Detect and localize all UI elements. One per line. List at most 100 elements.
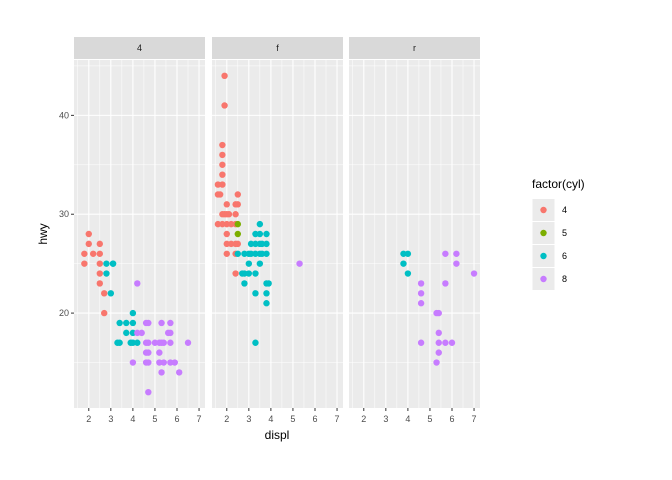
data-point [184,339,192,346]
panel-background [212,60,343,408]
facet-strip-label: r [413,43,416,53]
data-point [223,240,230,248]
data-point [435,309,442,317]
data-point [256,220,264,228]
data-point [256,230,264,238]
data-point [404,270,412,277]
legend-label: 8 [562,274,567,284]
data-point [156,359,163,366]
y-tick-label: 20 [59,308,69,318]
facet-strip [212,37,343,59]
data-point [85,230,92,238]
data-point [241,280,248,287]
data-point [109,260,117,267]
data-point [258,250,266,257]
x-tick-label: 6 [312,414,317,424]
data-point [448,339,456,346]
data-point [417,300,425,307]
legend-label: 4 [562,205,567,215]
data-point [219,171,226,178]
facet-strip [349,37,480,59]
data-point [145,339,152,346]
data-point [417,339,425,346]
data-point [151,339,159,346]
x-tick-label: 4 [268,414,273,424]
data-point [252,270,259,277]
data-point [453,260,460,267]
data-point [116,339,123,346]
data-point [234,201,242,208]
data-point [252,339,259,346]
facet-strip-label: f [276,43,279,53]
x-tick-label: 7 [335,414,340,424]
legend-key-dot [540,229,547,237]
legend-key-dot [540,252,547,260]
x-tick-label: 4 [405,414,410,424]
data-point [442,250,449,257]
x-tick-label: 6 [174,414,179,424]
panel-background [74,60,205,408]
data-point [103,260,110,267]
legend-label: 6 [562,251,567,261]
data-point [85,240,92,248]
data-point [265,280,272,287]
data-point [232,270,239,277]
data-point [263,300,270,307]
data-point [400,260,407,267]
x-tick-label: 5 [152,414,157,424]
data-point [129,319,137,327]
data-point [245,270,253,277]
data-point [258,240,266,248]
data-point [167,339,174,346]
data-point [442,339,449,346]
data-point [145,349,152,356]
x-tick-label: 5 [427,414,432,424]
data-point [223,220,230,228]
x-tick-label: 3 [246,414,251,424]
x-tick-label: 7 [472,414,477,424]
data-point [263,230,270,238]
data-point [129,329,137,337]
data-point [129,339,137,346]
data-point [101,290,108,297]
data-point [221,72,228,80]
data-point [252,240,259,248]
legend-item-8: 8 [531,267,567,291]
data-point [247,240,255,248]
data-point [134,329,141,337]
x-tick-label: 4 [130,414,135,424]
data-point [167,359,174,366]
data-point [234,240,242,248]
data-point [134,280,141,287]
legend-key-dot [540,275,547,283]
data-point [214,181,222,188]
data-point [156,349,163,356]
data-point [103,270,110,277]
data-point [158,369,165,376]
data-point [123,319,130,327]
data-point [145,359,152,366]
legend-key-dot [540,206,547,214]
data-point [219,161,226,168]
data-point [175,369,183,376]
facet-panel-f: f 2 3 4 5 6 7 [212,37,343,424]
x-tick-label: 2 [86,414,91,424]
data-point [252,230,259,238]
data-point [81,250,88,257]
data-point [435,339,442,346]
data-point [263,240,270,248]
data-point [234,230,242,238]
data-point [234,191,242,198]
data-point [433,359,440,366]
data-point [241,250,248,257]
data-point [116,319,123,327]
data-point [453,250,460,257]
data-point [219,151,226,159]
data-point [223,201,230,208]
data-point [89,250,97,257]
facet-panel-4: 4 2 3 4 5 6 7 [74,37,205,424]
data-point [160,339,167,346]
data-point [96,250,104,257]
data-point [96,270,104,277]
